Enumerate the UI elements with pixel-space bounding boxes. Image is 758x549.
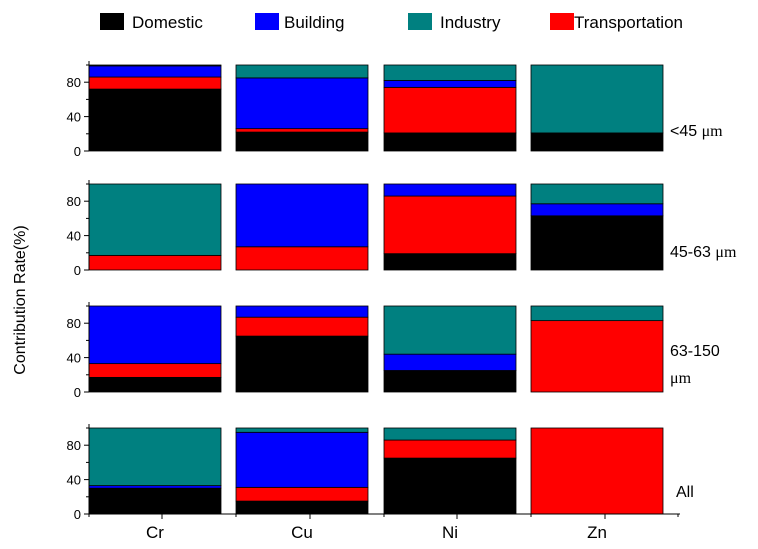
bar-segment-transportation-zn-panel-3	[530, 320, 664, 393]
y-tick-label-panel-3-0: 0	[74, 385, 81, 400]
legend-label-building: Building	[284, 13, 345, 32]
bar-segment-building-ni-panel-1	[383, 80, 517, 88]
y-tick-label-panel-1-0: 0	[74, 144, 81, 159]
y-tick-label-panel-1-40: 40	[67, 110, 81, 125]
bar-segment-industry-cr-panel-1	[88, 64, 222, 67]
bar-segment-transportation-zn-panel-4	[530, 427, 664, 515]
bar-segment-industry-cr-panel-2	[88, 183, 222, 256]
bar-segment-domestic-ni-panel-2	[383, 253, 517, 271]
bar-segment-transportation-cu-panel-1	[235, 128, 369, 133]
bar-segment-building-zn-panel-2	[530, 203, 664, 217]
bar-segment-transportation-cr-panel-2	[88, 254, 222, 271]
y-tick-label-panel-2-80: 80	[67, 194, 81, 209]
bar-segment-building-ni-panel-3	[383, 353, 517, 371]
bar-segment-domestic-ni-panel-4	[383, 457, 517, 515]
bar-segment-domestic-cu-panel-3	[235, 335, 369, 393]
panel-unit-1: μm	[702, 123, 724, 140]
panel-label-1: <45 μm	[670, 123, 723, 140]
bar-segment-domestic-cu-panel-1	[235, 131, 369, 152]
bar-segment-domestic-ni-panel-3	[383, 370, 517, 393]
panel-label-3: 63-150	[670, 343, 720, 360]
bar-segment-transportation-cr-panel-3	[88, 363, 222, 378]
bar-segment-transportation-ni-panel-2	[383, 195, 517, 255]
bar-segment-industry-cr-panel-4	[88, 427, 222, 487]
bar-segment-industry-zn-panel-2	[530, 183, 664, 205]
bar-segment-industry-cu-panel-1	[235, 64, 369, 79]
bar-segment-industry-ni-panel-4	[383, 427, 517, 441]
bar-segment-transportation-ni-panel-4	[383, 439, 517, 459]
x-tick-label-cr: Cr	[146, 523, 164, 542]
bar-segment-transportation-cr-panel-1	[88, 76, 222, 90]
bar-segment-domestic-cr-panel-3	[88, 376, 222, 393]
y-axis-label: Contribution Rate(%)	[12, 225, 29, 374]
y-tick-label-panel-3-80: 80	[67, 316, 81, 331]
bar-segment-domestic-cr-panel-4	[88, 487, 222, 515]
legend-label-domestic: Domestic	[132, 13, 203, 32]
bar-segment-transportation-cu-panel-4	[235, 486, 369, 502]
legend-swatch-building	[255, 13, 279, 30]
panel-label-4: All	[676, 484, 694, 501]
bar-segment-industry-cu-panel-4	[235, 427, 369, 433]
bar-segment-industry-zn-panel-1	[530, 64, 664, 134]
y-tick-label-panel-4-0: 0	[74, 507, 81, 522]
legend-swatch-domestic	[100, 13, 124, 30]
bar-segment-transportation-ni-panel-1	[383, 86, 517, 134]
bar-segment-building-cu-panel-4	[235, 431, 369, 488]
y-tick-label-panel-3-40: 40	[67, 351, 81, 366]
bar-segment-building-cr-panel-3	[88, 305, 222, 365]
bar-segment-building-cu-panel-3	[235, 305, 369, 318]
bar-segment-building-cu-panel-1	[235, 77, 369, 130]
y-tick-label-panel-1-80: 80	[67, 75, 81, 90]
bar-segment-industry-ni-panel-3	[383, 305, 517, 355]
bar-segment-domestic-ni-panel-1	[383, 132, 517, 152]
bar-segment-domestic-cr-panel-1	[88, 88, 222, 152]
bar-segment-industry-ni-panel-1	[383, 64, 517, 81]
y-tick-label-panel-2-0: 0	[74, 263, 81, 278]
bar-segment-building-cu-panel-2	[235, 183, 369, 248]
x-tick-label-cu: Cu	[291, 523, 313, 542]
y-tick-label-panel-4-80: 80	[67, 438, 81, 453]
bar-segment-building-ni-panel-2	[383, 183, 517, 197]
legend-swatch-transportation	[550, 13, 574, 30]
bar-segment-domestic-zn-panel-2	[530, 215, 664, 271]
x-tick-label-zn: Zn	[587, 523, 607, 542]
legend-swatch-industry	[408, 13, 432, 30]
bar-segment-industry-zn-panel-3	[530, 305, 664, 322]
y-tick-label-panel-2-40: 40	[67, 229, 81, 244]
legend-label-transportation: Transportation	[574, 13, 683, 32]
x-tick-label-ni: Ni	[442, 523, 458, 542]
panel-unit-3: μm	[670, 370, 692, 387]
bar-segment-transportation-cu-panel-3	[235, 316, 369, 337]
panel-unit-2: μm	[715, 244, 737, 261]
legend-label-industry: Industry	[440, 13, 501, 32]
bar-segment-domestic-cu-panel-4	[235, 500, 369, 515]
bar-segment-building-cr-panel-1	[88, 65, 222, 78]
panel-label-2: 45-63 μm	[670, 244, 737, 261]
bar-segment-transportation-cu-panel-2	[235, 246, 369, 271]
bar-segment-domestic-zn-panel-1	[530, 132, 664, 152]
y-tick-label-panel-4-40: 40	[67, 473, 81, 488]
